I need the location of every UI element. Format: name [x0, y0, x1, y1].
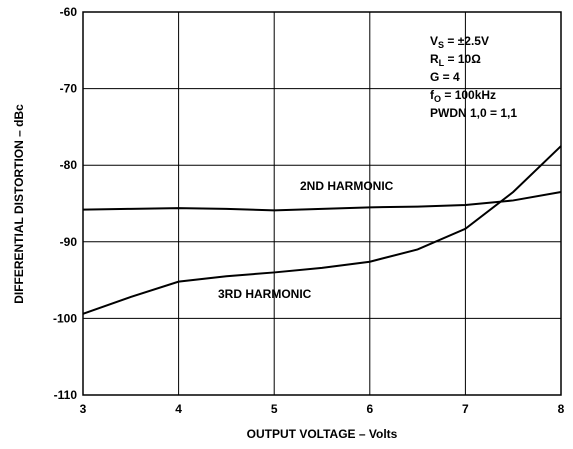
annotation-part: = 100kHz — [441, 88, 496, 102]
x-tick-label: 6 — [366, 402, 373, 416]
annotation: PWDN 1,0 = 1,1 — [430, 106, 517, 120]
y-tick-label: -60 — [60, 5, 78, 19]
annotation-part: = ±2.5V — [444, 34, 489, 48]
annotation-part: L — [439, 58, 445, 68]
y-tick-label: -110 — [54, 388, 78, 402]
x-tick-label: 7 — [462, 402, 469, 416]
annotation-part: G = 4 — [430, 70, 460, 84]
x-tick-label: 5 — [271, 402, 278, 416]
annotation-part: f — [430, 88, 435, 102]
annotation-part: = 10Ω — [444, 52, 481, 66]
plot-frame — [82, 11, 562, 396]
series-line — [82, 191, 562, 212]
annotation-part: R — [430, 52, 439, 66]
y-axis-label: DIFFERENTIAL DISTORTION – dBc — [12, 104, 26, 304]
annotation-part: S — [438, 40, 444, 50]
annotation: VS = ±2.5V — [430, 34, 489, 50]
y-tick-label: -100 — [53, 311, 77, 325]
x-axis-label: OUTPUT VOLTAGE – Volts — [247, 427, 398, 441]
y-tick-label: -70 — [60, 82, 78, 96]
annotation: G = 4 — [430, 70, 460, 84]
x-tick-label: 3 — [80, 402, 87, 416]
annotation: RL = 10Ω — [430, 52, 481, 68]
series-line — [82, 145, 562, 315]
annotation-part: V — [430, 34, 438, 48]
series-label: 2ND HARMONIC — [300, 179, 394, 193]
y-tick-label: -90 — [60, 235, 78, 249]
x-tick-label: 8 — [558, 402, 565, 416]
y-tick-label: -80 — [60, 158, 78, 172]
series-label: 3RD HARMONIC — [218, 287, 312, 301]
annotation: fO = 100kHz — [430, 88, 496, 104]
annotation-part: O — [434, 94, 441, 104]
x-tick-label: 4 — [175, 402, 182, 416]
annotation-part: PWDN 1,0 = 1,1 — [430, 106, 517, 120]
